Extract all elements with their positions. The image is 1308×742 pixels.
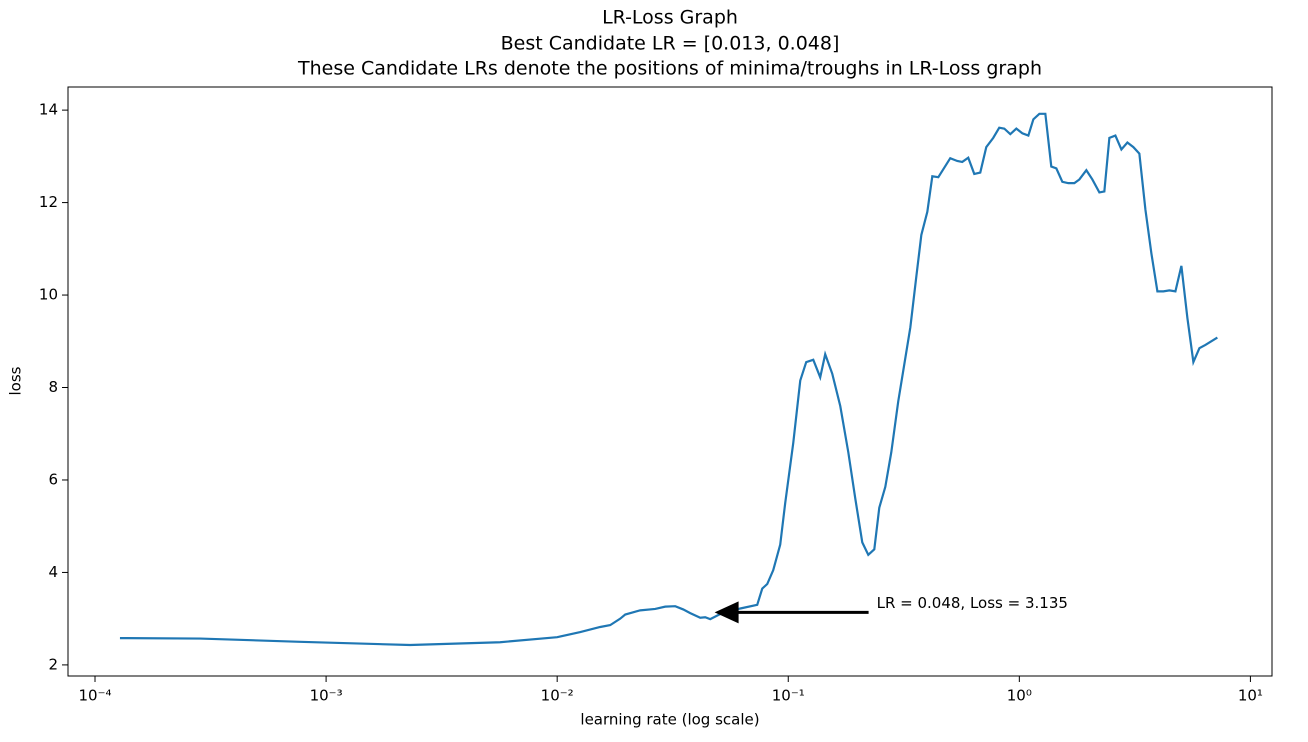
y-tick-label: 12 [39, 193, 58, 211]
y-tick-label: 6 [48, 470, 58, 488]
x-tick-label: 10¹ [1238, 687, 1263, 705]
loss-line [119, 112, 1218, 647]
x-tick-label: 10⁻¹ [772, 687, 805, 705]
y-tick-label: 10 [39, 286, 58, 304]
x-axis-label: learning rate (log scale) [580, 711, 759, 729]
x-tick-label: 10⁻² [541, 687, 574, 705]
x-tick-label: 10⁰ [1007, 687, 1032, 705]
x-tick-label: 10⁻³ [310, 687, 343, 705]
annotation-arrowhead [714, 601, 739, 624]
y-tick-label: 4 [48, 563, 58, 581]
annotation-text: LR = 0.048, Loss = 3.135 [877, 594, 1068, 612]
x-tick-label: 10⁻⁴ [78, 687, 111, 705]
y-axis-label: loss [7, 366, 25, 395]
chart-subtitle: Best Candidate LR = [0.013, 0.048] [501, 33, 840, 55]
plot-frame [67, 86, 1273, 677]
y-tick-label: 14 [39, 101, 58, 119]
y-tick-label: 2 [48, 655, 58, 673]
y-tick-label: 8 [48, 378, 58, 396]
chart-subtitle: These Candidate LRs denote the positions… [297, 58, 1042, 80]
chart-title: LR-Loss Graph [602, 7, 738, 29]
